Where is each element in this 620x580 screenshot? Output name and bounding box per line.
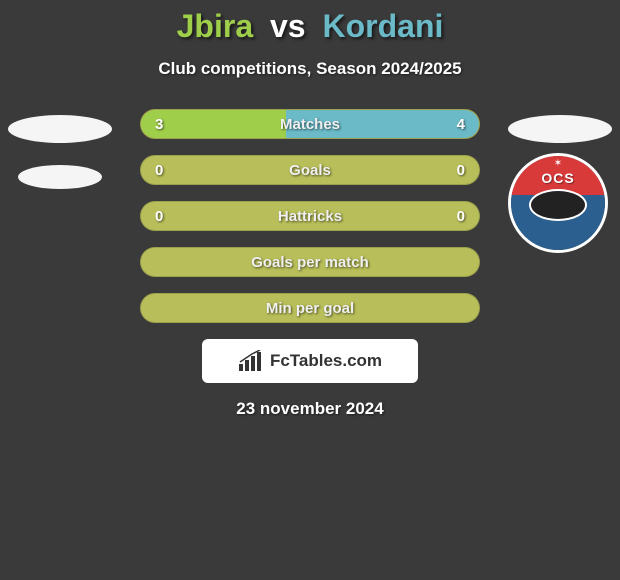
club-badge: ✶ OCS xyxy=(508,153,608,253)
stat-value-right: 0 xyxy=(457,162,465,179)
stats-table: 3Matches40Goals00Hattricks0Goals per mat… xyxy=(140,109,480,323)
stat-row: Min per goal xyxy=(140,293,480,323)
player1-name: Jbira xyxy=(177,8,253,44)
chart-icon xyxy=(238,350,264,372)
player2-name: Kordani xyxy=(322,8,443,44)
date-text: 23 november 2024 xyxy=(0,399,620,419)
page-title: Jbira vs Kordani xyxy=(0,8,620,45)
stat-label: Matches xyxy=(141,116,479,133)
badge-text: OCS xyxy=(511,170,605,186)
watermark: FcTables.com xyxy=(202,339,418,383)
subtitle: Club competitions, Season 2024/2025 xyxy=(0,59,620,79)
player2-logo-area: ✶ OCS xyxy=(508,115,612,253)
player2-ellipse xyxy=(508,115,612,143)
stat-row: 3Matches4 xyxy=(140,109,480,139)
stat-row: 0Hattricks0 xyxy=(140,201,480,231)
player1-logo-area xyxy=(8,115,112,211)
stat-label: Hattricks xyxy=(141,208,479,225)
watermark-text: FcTables.com xyxy=(270,351,382,371)
star-icon: ✶ xyxy=(554,158,562,169)
stat-row: 0Goals0 xyxy=(140,155,480,185)
stat-row: Goals per match xyxy=(140,247,480,277)
stat-label: Min per goal xyxy=(141,300,479,317)
stat-label: Goals xyxy=(141,162,479,179)
stat-label: Goals per match xyxy=(141,254,479,271)
badge-oval xyxy=(529,189,587,221)
title-separator: vs xyxy=(270,8,306,44)
comparison-card: Jbira vs Kordani Club competitions, Seas… xyxy=(0,0,620,419)
player1-ellipse-2 xyxy=(18,165,102,189)
stat-value-right: 4 xyxy=(457,116,465,133)
player1-ellipse-1 xyxy=(8,115,112,143)
stat-value-right: 0 xyxy=(457,208,465,225)
